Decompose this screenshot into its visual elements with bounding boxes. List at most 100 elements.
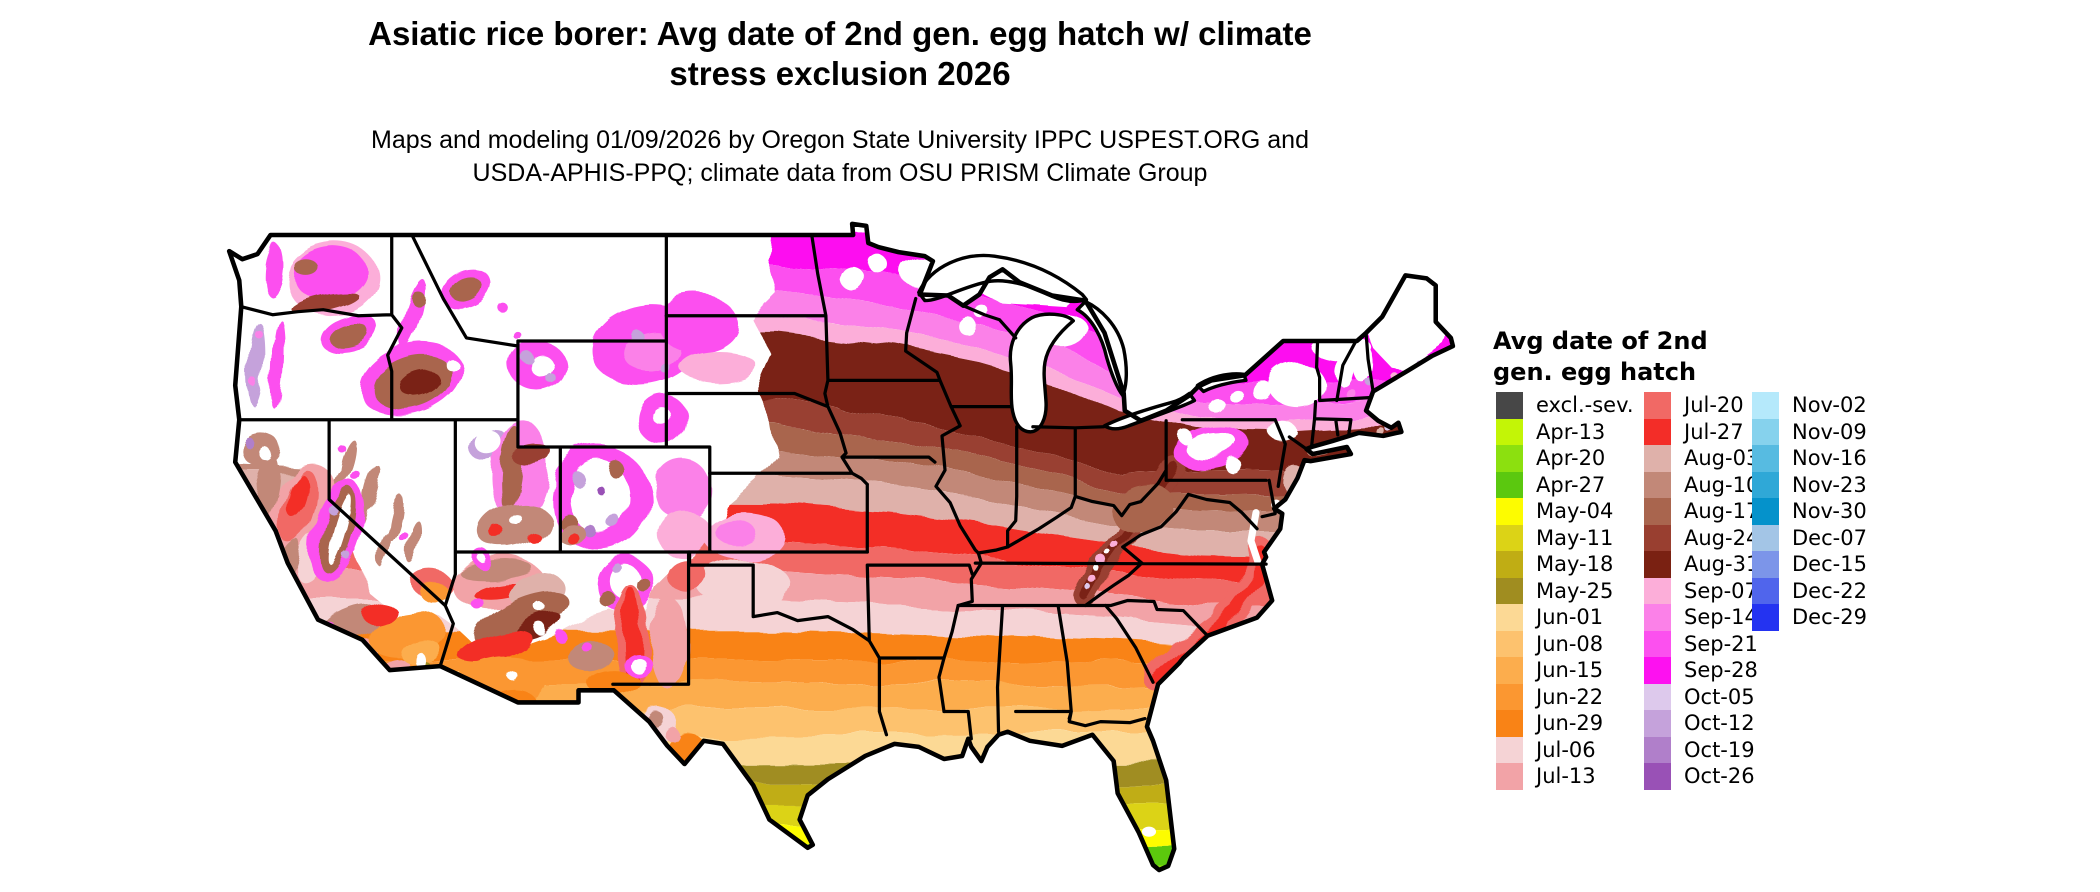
legend-item: Oct-05 <box>1644 683 1759 710</box>
subtitle-line-2: USDA-APHIS-PPQ; climate data from OSU PR… <box>472 159 1208 187</box>
legend-swatch <box>1644 392 1671 419</box>
legend-item: Jul-13 <box>1496 763 1634 790</box>
title-line-2: stress exclusion 2026 <box>669 55 1011 92</box>
legend-swatch <box>1644 498 1671 525</box>
water-bodies <box>474 253 1282 837</box>
legend-swatch <box>1752 551 1779 578</box>
legend-item: Jun-08 <box>1496 630 1634 657</box>
legend-item: Aug-17 <box>1644 498 1759 525</box>
legend-label: Nov-30 <box>1792 499 1867 523</box>
legend-item: Sep-28 <box>1644 657 1759 684</box>
us-map <box>226 221 1456 873</box>
legend-item: Nov-09 <box>1752 418 1867 445</box>
legend-item: Nov-30 <box>1752 498 1867 525</box>
legend-swatch <box>1752 524 1779 551</box>
legend-item: Jun-01 <box>1496 604 1634 631</box>
legend-swatch <box>1496 551 1523 578</box>
legend-column-3: Nov-02 Nov-09 Nov-16 Nov-23 Nov-30 Dec-07 Dec-… <box>1752 392 1867 631</box>
legend-swatch <box>1644 710 1671 737</box>
legend-column-1: excl.-sev. Apr-13 Apr-20 Apr-27 May-04 May-11… <box>1496 392 1634 790</box>
legend-item: Aug-31 <box>1644 551 1759 578</box>
legend-label: Jul-20 <box>1684 393 1744 417</box>
legend-item: Apr-13 <box>1496 418 1634 445</box>
legend-label: Nov-09 <box>1792 419 1867 444</box>
legend-title: Avg date of 2nd gen. egg hatch <box>1493 326 1708 388</box>
legend-label: Jul-27 <box>1684 419 1744 444</box>
legend-item: Jul-27 <box>1644 418 1759 445</box>
legend-label: May-04 <box>1536 499 1614 523</box>
legend-item: Oct-26 <box>1644 763 1759 790</box>
legend-item: Nov-23 <box>1752 471 1867 498</box>
legend-item: Jul-20 <box>1644 392 1759 419</box>
legend-swatch <box>1644 604 1671 631</box>
legend-label: Nov-23 <box>1792 472 1867 497</box>
legend-swatch <box>1496 498 1523 525</box>
legend-item: Dec-15 <box>1752 551 1867 578</box>
legend-item: Sep-21 <box>1644 630 1759 657</box>
legend-label: Jun-29 <box>1536 711 1604 735</box>
legend-swatch <box>1496 710 1523 737</box>
lake-okeechobee <box>1141 826 1157 837</box>
legend-label: Sep-21 <box>1684 631 1758 656</box>
legend-swatch <box>1752 445 1779 472</box>
legend-title-line-1: Avg date of 2nd <box>1493 327 1708 355</box>
legend-label: May-11 <box>1536 525 1614 550</box>
legend-label: Jul-13 <box>1536 764 1596 788</box>
legend-label: Apr-13 <box>1536 419 1606 444</box>
legend-item: Dec-07 <box>1752 524 1867 551</box>
legend-label: Aug-24 <box>1684 525 1760 550</box>
legend-swatch <box>1496 392 1523 419</box>
legend-item: Jul-06 <box>1496 736 1634 763</box>
legend-item: Sep-14 <box>1644 604 1759 631</box>
legend-swatch <box>1496 657 1523 684</box>
legend-label: Apr-20 <box>1536 446 1606 470</box>
legend-item: Dec-22 <box>1752 577 1867 604</box>
legend-item: excl.-sev. <box>1496 392 1634 419</box>
legend-item: Nov-16 <box>1752 445 1867 472</box>
legend-swatch <box>1496 524 1523 551</box>
legend-swatch <box>1752 392 1779 419</box>
legend-item: Oct-19 <box>1644 736 1759 763</box>
legend-item: Aug-24 <box>1644 524 1760 551</box>
legend-label: Dec-15 <box>1792 552 1867 576</box>
legend-label: Jun-22 <box>1536 684 1604 709</box>
legend-label: Apr-27 <box>1536 472 1606 497</box>
title-line-1: Asiatic rice borer: Avg date of 2nd gen.… <box>368 15 1312 52</box>
legend-label: Dec-29 <box>1792 605 1867 629</box>
legend-swatch <box>1644 736 1671 763</box>
legend-label: Dec-07 <box>1792 525 1867 550</box>
legend-swatch <box>1752 577 1779 604</box>
lake-michigan <box>1008 312 1075 434</box>
legend-label: Dec-22 <box>1792 578 1867 603</box>
legend-label: Sep-07 <box>1684 578 1758 603</box>
legend-item: Nov-02 <box>1752 392 1867 419</box>
legend-item: Oct-12 <box>1644 710 1759 737</box>
legend-label: Aug-10 <box>1684 472 1760 497</box>
raster-color-layer <box>229 223 1453 871</box>
legend-item: Aug-10 <box>1644 471 1760 498</box>
legend-swatch <box>1644 763 1671 790</box>
lake-superior <box>917 253 1089 304</box>
legend-swatch <box>1496 763 1523 790</box>
legend-swatch <box>1496 418 1523 445</box>
subtitle-line-1: Maps and modeling 01/09/2026 by Oregon S… <box>371 126 1309 154</box>
legend-swatch <box>1496 604 1523 631</box>
legend-label: Oct-05 <box>1684 684 1755 709</box>
legend-swatch <box>1496 630 1523 657</box>
great-salt-lake <box>474 430 501 454</box>
legend-swatch <box>1644 471 1671 498</box>
legend-item: Apr-20 <box>1496 445 1634 472</box>
chesapeake-bay <box>1247 509 1262 566</box>
legend-swatch <box>1644 524 1671 551</box>
legend-item: Dec-29 <box>1752 604 1867 631</box>
terrain-patches <box>229 243 1424 762</box>
legend-label: Nov-16 <box>1792 446 1867 470</box>
legend-swatch <box>1644 630 1671 657</box>
legend-swatch <box>1644 551 1671 578</box>
state-borders <box>237 233 1375 741</box>
legend-swatch <box>1644 657 1671 684</box>
legend-swatch <box>1752 471 1779 498</box>
legend-item: Sep-07 <box>1644 577 1759 604</box>
legend-swatch <box>1496 577 1523 604</box>
